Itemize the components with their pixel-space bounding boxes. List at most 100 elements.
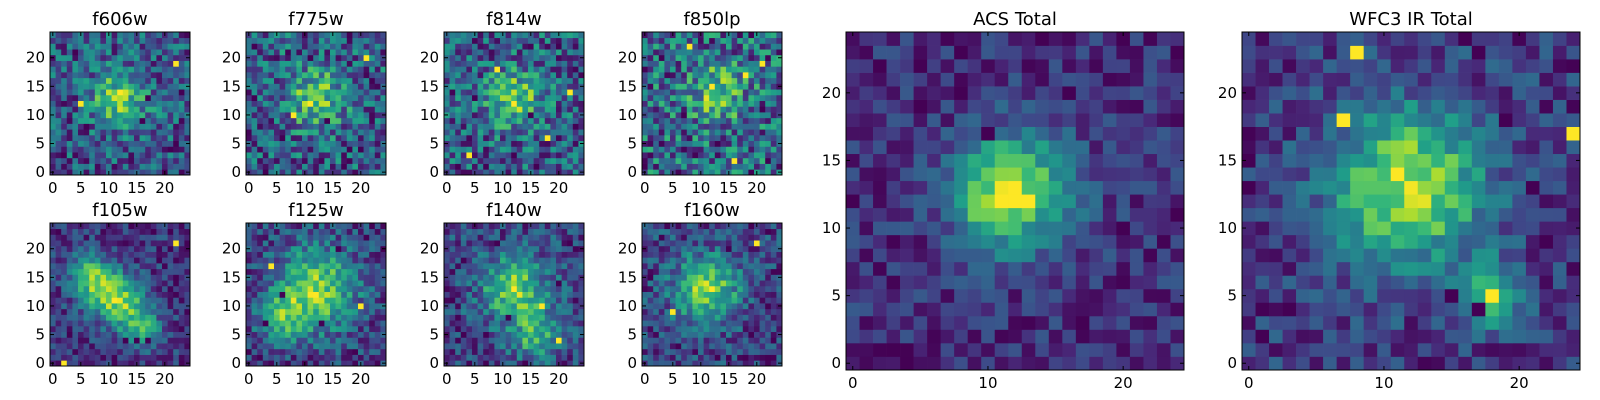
heatmap-cell [184, 343, 191, 350]
heatmap-cell [731, 32, 738, 39]
heatmap-cell [363, 140, 370, 147]
heatmap-cell [89, 83, 96, 90]
heatmap-cell [776, 37, 783, 44]
heatmap-cell [664, 77, 671, 84]
heatmap-cell [279, 60, 286, 67]
heatmap-cell [324, 285, 331, 292]
heatmap-cell [720, 314, 727, 321]
x-tick-label: 20 [155, 370, 174, 388]
heatmap-cell [279, 240, 286, 247]
heatmap-cell [698, 320, 704, 327]
heatmap-cell [128, 297, 135, 304]
heatmap-cell [737, 123, 744, 130]
heatmap-cell [150, 83, 157, 90]
heatmap-cell [61, 245, 68, 252]
heatmap-cell [173, 348, 180, 355]
heatmap-cell [134, 146, 140, 153]
heatmap-cell [184, 337, 191, 344]
heatmap-cell [578, 49, 585, 56]
heatmap-cell [251, 106, 258, 113]
heatmap-cell [500, 274, 506, 281]
heatmap-cell [94, 251, 101, 258]
heatmap-cell [61, 89, 68, 96]
heatmap-cell [369, 72, 376, 79]
heatmap-cell [516, 163, 523, 170]
heatmap-cell [449, 37, 456, 44]
heatmap-cell [184, 134, 191, 142]
heatmap-cell [302, 228, 308, 235]
heatmap-cell [511, 257, 518, 264]
heatmap-cell [66, 240, 73, 247]
heatmap-cell [675, 354, 682, 361]
y-tick-label: 0 [35, 354, 45, 372]
heatmap-cell [561, 291, 568, 298]
heatmap-cell [83, 251, 90, 258]
heatmap-cell [754, 337, 760, 344]
heatmap-cell [731, 348, 738, 355]
heatmap-cell [698, 77, 704, 84]
heatmap-cell [686, 89, 693, 96]
heatmap-cell [262, 83, 269, 90]
heatmap-cell [653, 320, 660, 327]
heatmap-cell [578, 285, 585, 292]
heatmap-cell [505, 308, 512, 315]
heatmap-cell [72, 280, 79, 287]
heatmap-cell [550, 297, 557, 304]
heatmap-cell [352, 320, 359, 327]
heatmap-cell [302, 285, 308, 292]
heatmap-cell [460, 77, 467, 84]
heatmap-cell [274, 245, 280, 252]
heatmap-cell [533, 134, 540, 142]
heatmap-cell [128, 263, 135, 270]
heatmap-cell [251, 140, 258, 147]
heatmap-cell [324, 223, 331, 230]
heatmap-cell [285, 297, 292, 304]
heatmap-cell [675, 112, 682, 119]
heatmap-cell [100, 32, 107, 39]
heatmap-cell [516, 77, 523, 84]
heatmap-cell [184, 72, 191, 79]
heatmap-cell [572, 280, 579, 287]
heatmap-cell [324, 163, 331, 170]
heatmap-cell [369, 308, 376, 315]
heatmap-cell [776, 77, 783, 84]
heatmap-cell [302, 234, 308, 241]
heatmap-cell [89, 140, 96, 147]
heatmap-cell [167, 268, 174, 275]
heatmap-cell [274, 354, 280, 361]
heatmap-cell [460, 134, 467, 142]
heatmap-cell [754, 314, 760, 321]
heatmap-cell [346, 360, 353, 367]
heatmap-cell [184, 146, 191, 153]
heatmap-cell [246, 117, 252, 124]
heatmap-cell [449, 83, 456, 90]
heatmap-cell [455, 66, 462, 73]
heatmap-cell [89, 245, 96, 252]
heatmap-cell [330, 348, 336, 355]
heatmap-cell [100, 354, 107, 361]
heatmap-cell [274, 54, 280, 61]
heatmap-cell [483, 83, 490, 90]
heatmap-cell [363, 263, 370, 270]
heatmap-cell [72, 106, 79, 113]
heatmap-cell [472, 337, 478, 344]
heatmap-cell [341, 343, 348, 350]
heatmap-cell [505, 163, 512, 170]
heatmap-cell [374, 106, 381, 113]
heatmap-cell [111, 123, 118, 130]
heatmap-cell [178, 54, 185, 61]
heatmap-cell [111, 152, 118, 159]
heatmap-cell [156, 280, 163, 287]
heatmap-cell [318, 152, 325, 159]
heatmap-cell [279, 274, 286, 281]
heatmap-cell [483, 117, 490, 124]
heatmap-cell [61, 240, 68, 247]
heatmap-cell [246, 134, 252, 142]
heatmap-cell [89, 291, 96, 298]
heatmap-cell [572, 106, 579, 113]
heatmap-cell [742, 146, 749, 153]
heatmap-cell [528, 157, 534, 164]
heatmap-cell [567, 280, 574, 287]
heatmap-cell [720, 49, 727, 56]
heatmap-cell [742, 32, 749, 39]
